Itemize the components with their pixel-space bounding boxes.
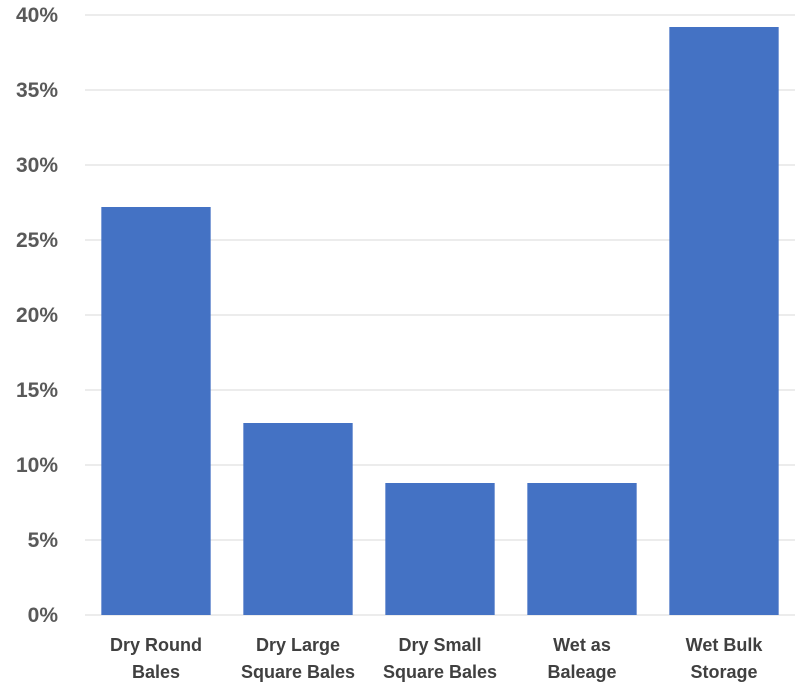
x-category-label: Dry Round Bales <box>110 635 202 682</box>
x-category-label-line: Baleage <box>547 662 616 682</box>
x-category-label: Dry Large Square Bales <box>241 635 355 682</box>
bar <box>101 207 211 615</box>
bar <box>527 483 637 615</box>
x-category-label-line: Dry Large <box>256 635 340 655</box>
x-category-label-line: Wet as <box>553 635 611 655</box>
x-category-label-line: Square Bales <box>383 662 497 682</box>
y-tick-label: 15% <box>16 379 58 402</box>
y-tick-label: 40% <box>16 4 58 27</box>
y-tick-label: 25% <box>16 229 58 252</box>
bar <box>385 483 495 615</box>
x-category-label-line: Square Bales <box>241 662 355 682</box>
y-tick-label: 20% <box>16 304 58 327</box>
x-category-label-line: Bales <box>132 662 180 682</box>
y-tick-label: 30% <box>16 154 58 177</box>
y-tick-label: 35% <box>16 79 58 102</box>
bar <box>243 423 353 615</box>
x-category-label: Wet as Baleage <box>547 635 616 682</box>
x-category-label-line: Dry Round <box>110 635 202 655</box>
x-category-label-line: Dry Small <box>398 635 481 655</box>
bar <box>669 27 779 615</box>
x-category-label: Dry Small Square Bales <box>383 635 497 682</box>
x-category-label-line: Wet Bulk <box>686 635 764 655</box>
y-tick-label: 0% <box>28 604 59 627</box>
bars <box>101 27 779 615</box>
y-axis-tick-labels: 0% 5% 10% 15% 20% 25% 30% 35% 40% <box>16 4 58 627</box>
x-category-label: Wet Bulk Storage <box>686 635 764 682</box>
y-tick-label: 5% <box>28 529 59 552</box>
x-category-label-line: Storage <box>690 662 757 682</box>
y-tick-label: 10% <box>16 454 58 477</box>
